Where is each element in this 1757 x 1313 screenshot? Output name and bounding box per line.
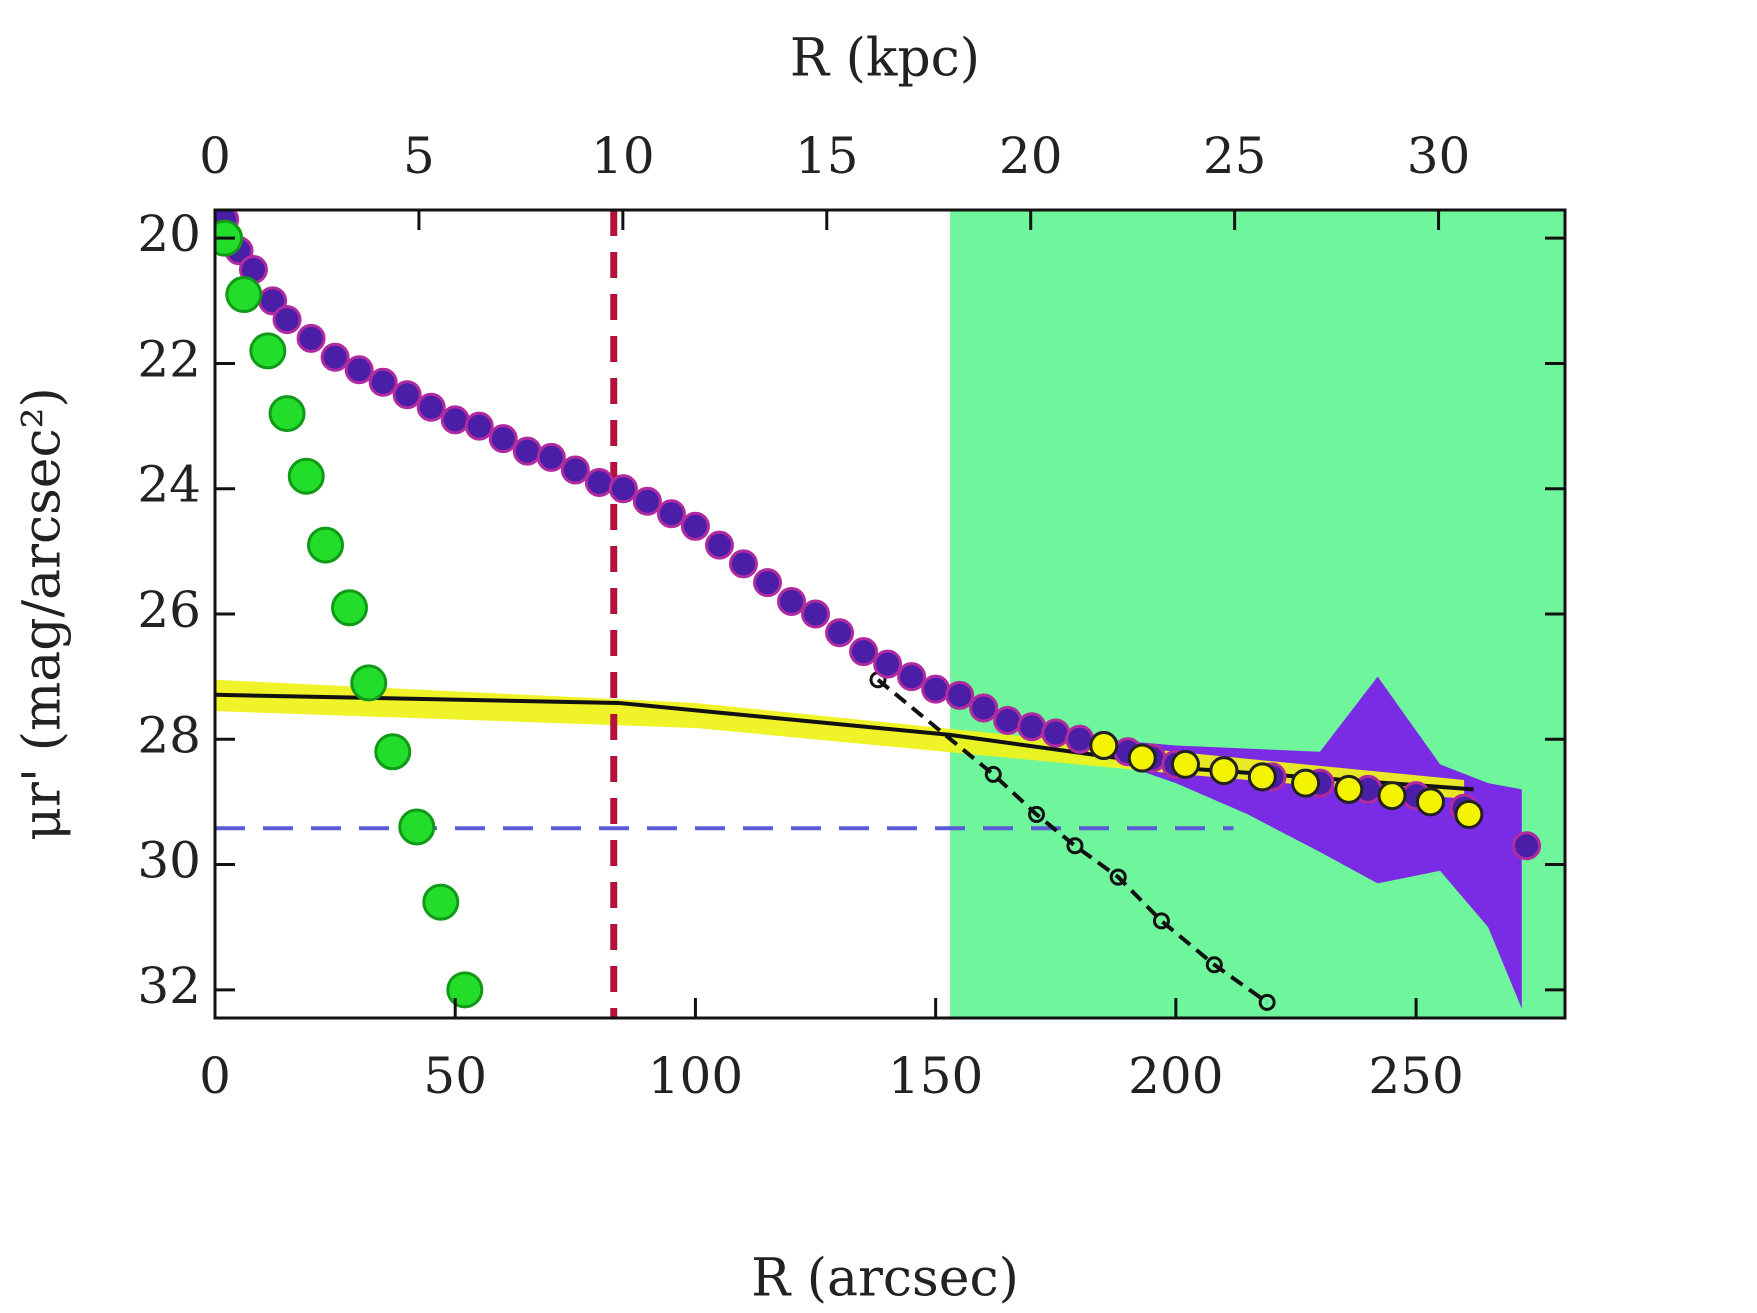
data-point xyxy=(331,589,369,627)
data-point xyxy=(921,674,951,704)
fit-line xyxy=(215,692,1474,792)
data-point xyxy=(249,332,287,370)
data-point xyxy=(873,649,903,679)
fit-line xyxy=(876,678,1269,1004)
axes: 0 50 100 150 200 250 0 5 10 15 20 25 30 20 22 24 26 28 30 3… xyxy=(137,127,1567,1105)
data-point xyxy=(422,883,460,921)
data-point xyxy=(849,637,879,667)
y-tick-label: 24 xyxy=(137,456,201,514)
data-point xyxy=(344,355,374,385)
top-axis-label: R (kpc) xyxy=(790,29,980,89)
data-point xyxy=(1415,787,1445,817)
x-tick-label: 50 xyxy=(423,1047,487,1105)
data-point xyxy=(1377,781,1407,811)
data-point xyxy=(1170,749,1200,779)
data-point xyxy=(1089,731,1119,761)
data-point xyxy=(272,305,302,335)
data-point xyxy=(1512,831,1542,861)
data-point xyxy=(368,367,398,397)
fit-marker xyxy=(1028,805,1046,823)
x2-tick-label: 25 xyxy=(1203,127,1267,185)
data-point xyxy=(306,526,344,564)
data-point xyxy=(1065,724,1095,754)
data-point xyxy=(969,693,999,723)
plot-area xyxy=(215,210,1565,1018)
data-point xyxy=(296,323,326,353)
x2-tick-label: 30 xyxy=(1407,127,1471,185)
data-point xyxy=(536,442,566,472)
x2-tick-label: 20 xyxy=(999,127,1063,185)
data-point xyxy=(801,599,831,629)
x-tick-label: 200 xyxy=(1128,1047,1223,1105)
x-tick-label: 150 xyxy=(888,1047,983,1105)
fit-marker xyxy=(1109,868,1127,886)
y-tick-label: 32 xyxy=(137,957,201,1015)
data-point xyxy=(656,499,686,529)
y-axis-label: μr' (mag/arcsec²) xyxy=(13,387,73,841)
x2-tick-label: 10 xyxy=(591,127,655,185)
data-point xyxy=(488,424,518,454)
x2-tick-label: 15 xyxy=(795,127,859,185)
x-tick-label: 100 xyxy=(648,1047,743,1105)
data-point xyxy=(320,342,350,372)
data-point xyxy=(584,467,614,497)
data-point xyxy=(704,530,734,560)
data-point xyxy=(464,411,494,441)
y-tick-label: 22 xyxy=(137,330,201,388)
x2-tick-label: 5 xyxy=(403,127,435,185)
y-tick-label: 26 xyxy=(137,581,201,639)
data-point xyxy=(398,808,436,846)
data-point xyxy=(632,486,662,516)
x-tick-label: 250 xyxy=(1368,1047,1463,1105)
data-point xyxy=(1334,774,1364,804)
data-point xyxy=(512,436,542,466)
data-point xyxy=(440,405,470,435)
data-point xyxy=(1017,712,1047,742)
y-tick-label: 30 xyxy=(137,832,201,890)
data-point xyxy=(777,586,807,616)
data-point xyxy=(446,971,484,1009)
fit-marker xyxy=(1152,912,1170,930)
fit-marker xyxy=(1205,956,1223,974)
data-point xyxy=(225,276,263,314)
data-point xyxy=(945,680,975,710)
data-point xyxy=(268,395,306,433)
data-point xyxy=(1209,756,1239,786)
data-point xyxy=(728,549,758,579)
fit-marker xyxy=(984,765,1002,783)
data-point xyxy=(416,392,446,422)
x-tick-label: 0 xyxy=(199,1047,231,1105)
data-point xyxy=(680,511,710,541)
x-axis-label: R (arcsec) xyxy=(751,1249,1019,1309)
data-point xyxy=(1041,718,1071,748)
data-point xyxy=(897,662,927,692)
data-point xyxy=(1454,799,1484,829)
fit-marker xyxy=(1258,993,1276,1011)
data-point xyxy=(374,733,412,771)
y-tick-label: 20 xyxy=(137,205,201,263)
data-point xyxy=(825,618,855,648)
data-point xyxy=(1291,768,1321,798)
fit-marker xyxy=(1066,837,1084,855)
data-point xyxy=(1127,743,1157,773)
data-point xyxy=(752,568,782,598)
data-point xyxy=(350,664,388,702)
y-tick-label: 28 xyxy=(137,706,201,764)
data-point xyxy=(1247,762,1277,792)
data-point xyxy=(608,474,638,504)
x2-tick-label: 0 xyxy=(199,127,231,185)
data-point xyxy=(560,455,590,485)
data-point xyxy=(392,380,422,410)
data-point xyxy=(287,457,325,495)
data-point xyxy=(993,705,1023,735)
